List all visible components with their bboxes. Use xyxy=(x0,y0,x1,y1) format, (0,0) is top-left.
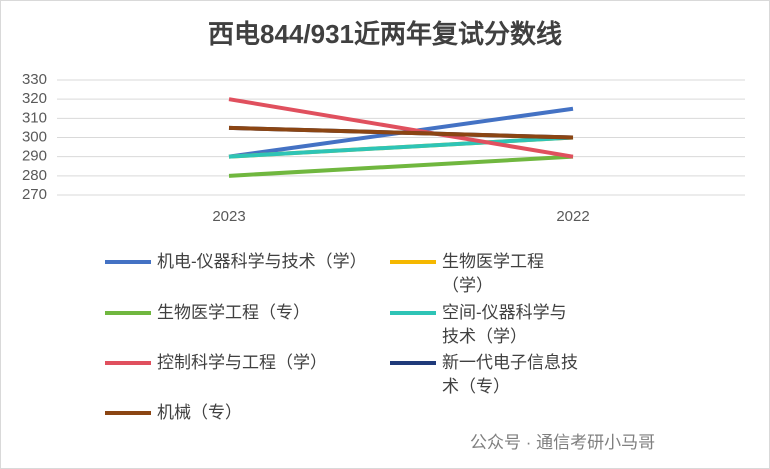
series-line xyxy=(228,97,574,159)
series-line xyxy=(228,125,574,140)
legend-swatch xyxy=(105,411,151,415)
legend-item: 机电-仪器科学与技术（学） xyxy=(105,250,387,274)
watermark: 公众号 · 通信考研小马哥 xyxy=(470,433,656,452)
x-tick-label: 2023 xyxy=(212,208,245,225)
y-tick-label: 300 xyxy=(22,128,47,145)
x-tick-label: 2022 xyxy=(556,208,589,225)
legend-item: 生物医学工程（专） xyxy=(105,301,387,325)
legend-label: 空间-仪器科学与技术（学） xyxy=(442,303,567,346)
y-tick-label: 280 xyxy=(22,167,47,184)
legend-item: 新一代电子信息技术（专） xyxy=(390,351,582,399)
y-tick-label: 330 xyxy=(22,71,47,88)
legend-swatch xyxy=(390,260,436,264)
chart-title: 西电844/931近两年复试分数线 xyxy=(208,19,562,49)
legend-swatch xyxy=(390,361,436,365)
y-tick-label: 310 xyxy=(22,109,47,126)
legend-swatch xyxy=(390,311,436,315)
legend-swatch xyxy=(105,260,151,264)
legend-label: 生物医学工程（学） xyxy=(442,252,544,295)
legend-label: 机械（专） xyxy=(157,403,242,422)
y-tick-label: 320 xyxy=(22,90,47,107)
legend-swatch xyxy=(105,311,151,315)
legend-item: 控制科学与工程（学） xyxy=(105,351,387,375)
legend-label: 新一代电子信息技术（专） xyxy=(442,353,578,396)
legend-swatch xyxy=(105,361,151,365)
legend-item: 空间-仪器科学与技术（学） xyxy=(390,301,582,349)
legend-label: 机电-仪器科学与技术（学） xyxy=(157,252,367,271)
legend-item: 生物医学工程（学） xyxy=(390,250,582,298)
legend-item: 机械（专） xyxy=(105,401,387,425)
y-tick-label: 290 xyxy=(22,148,47,165)
series-line xyxy=(228,135,574,159)
legend-label: 生物医学工程（专） xyxy=(157,303,310,322)
legend-label: 控制科学与工程（学） xyxy=(157,353,327,372)
y-tick-label: 270 xyxy=(22,186,47,203)
series-line xyxy=(228,154,574,178)
